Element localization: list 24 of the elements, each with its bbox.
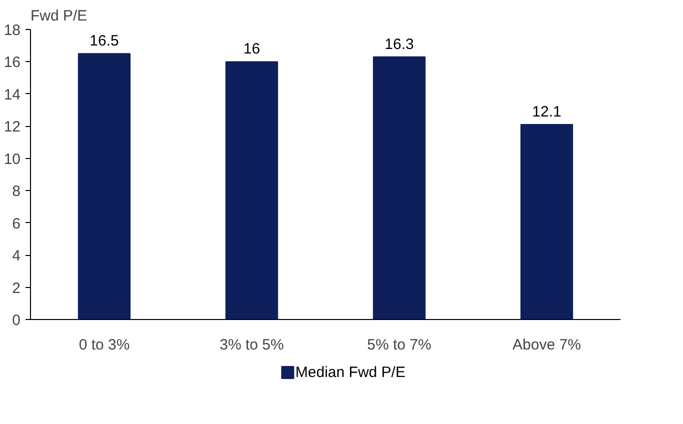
y-tick-label: 4 <box>12 248 20 265</box>
data-label: 16.3 <box>384 36 414 53</box>
bar <box>520 124 574 320</box>
x-tick-label: 0 to 3% <box>78 336 130 354</box>
data-label: 16.5 <box>90 32 119 50</box>
y-tick-label: 16 <box>4 54 21 72</box>
legend-label: Median Fwd P/E <box>295 364 406 381</box>
y-axis-title: Fwd P/E <box>30 8 88 24</box>
bar <box>78 53 131 320</box>
y-tick-label: 2 <box>12 280 20 297</box>
data-label: 16 <box>243 40 260 58</box>
data-label: 12.1 <box>532 104 562 121</box>
y-tick-label: 10 <box>4 150 21 168</box>
bar <box>372 56 426 320</box>
y-tick-label: 8 <box>12 183 20 200</box>
y-tick-label: 18 <box>4 22 21 39</box>
bar <box>225 61 278 320</box>
x-tick-label: 3% to 5% <box>220 336 284 354</box>
x-tick-label: Above 7% <box>512 336 581 354</box>
x-tick-label: 5% to 7% <box>367 336 432 354</box>
y-tick-label: 6 <box>12 215 20 232</box>
y-tick-label: 12 <box>4 118 21 136</box>
y-tick-label: 0 <box>12 312 20 329</box>
y-tick-label: 14 <box>4 86 21 104</box>
